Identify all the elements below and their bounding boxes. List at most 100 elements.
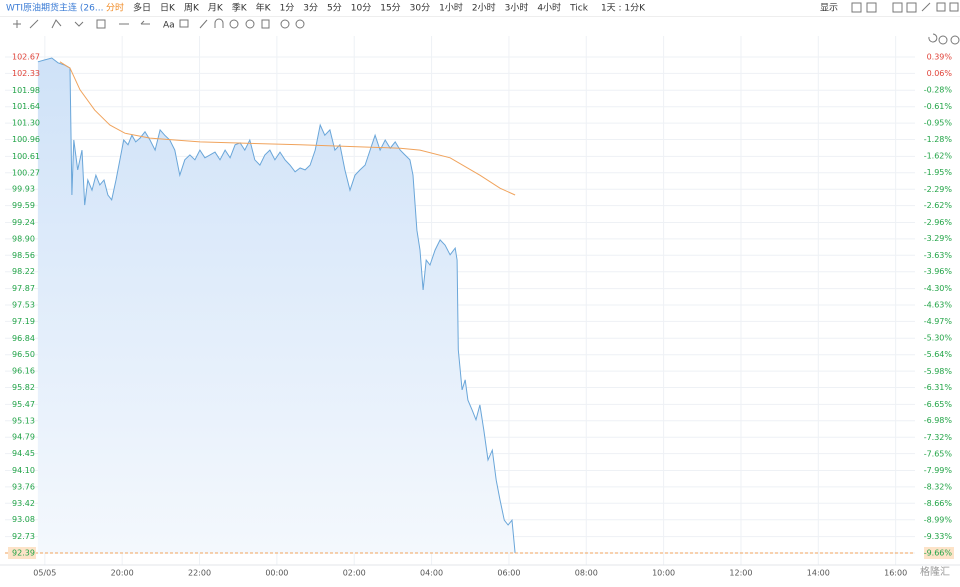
- icon-settings[interactable]: [851, 2, 862, 13]
- x-tick-label: 16:00: [884, 569, 907, 578]
- y2-tick-label: -8.66%: [924, 499, 953, 508]
- symbol[interactable]: WTI原油期货主连 (26...: [6, 2, 103, 14]
- y-tick-label: 95.13: [12, 416, 35, 425]
- y2-tick-label: -7.65%: [924, 449, 953, 458]
- y-tick-label: 98.56: [12, 251, 35, 260]
- icon-config[interactable]: [295, 19, 305, 29]
- period-tab[interactable]: 日K: [160, 3, 176, 14]
- y2-tick-label: -8.32%: [924, 482, 953, 491]
- icon-arrow[interactable]: [140, 20, 150, 25]
- y2-tick-label: -2.62%: [924, 201, 953, 210]
- x-tick-label: 05/05: [33, 569, 56, 578]
- period-tab[interactable]: 月K: [208, 3, 224, 14]
- icon-bars[interactable]: [96, 19, 106, 29]
- period-tab[interactable]: 3小时: [505, 2, 529, 14]
- y2-tick-label: -2.29%: [924, 185, 953, 194]
- display-menu[interactable]: 显示: [820, 3, 838, 14]
- x-tick-label: 22:00: [188, 569, 211, 578]
- icon-compare[interactable]: [280, 19, 290, 29]
- y2-tick-label: 0.06%: [927, 69, 953, 78]
- y-tick-label: 100.27: [12, 168, 40, 177]
- period-tab[interactable]: 季K: [232, 2, 248, 14]
- icon-wave[interactable]: [74, 21, 84, 27]
- icon-zoom-in[interactable]: [950, 35, 960, 45]
- y2-tick-label: -6.31%: [924, 383, 953, 392]
- y2-tick-label: -8.99%: [924, 515, 953, 524]
- y2-tick-label: -9.33%: [924, 532, 953, 541]
- y-tick-label: 101.64: [12, 102, 40, 111]
- period-tab[interactable]: Tick: [569, 4, 589, 14]
- last-price-tag: [8, 547, 36, 559]
- y2-tick-label: -4.97%: [924, 317, 953, 326]
- toolbar: WTI原油期货主连 (26... 显示 Aa: [0, 2, 960, 45]
- icon-note[interactable]: [179, 19, 189, 28]
- period-tab[interactable]: 1小时: [439, 2, 463, 14]
- y-tick-label: 99.24: [12, 218, 35, 227]
- y-tick-label: 96.50: [12, 350, 35, 359]
- area-fill: [37, 58, 516, 553]
- icon-eye[interactable]: [229, 19, 239, 29]
- y2-tick-label: -3.96%: [924, 267, 953, 276]
- icon-box[interactable]: [866, 2, 877, 13]
- x-tick-label: 00:00: [265, 569, 288, 578]
- y-tick-label: 96.16: [12, 367, 35, 376]
- period-tab[interactable]: 30分: [410, 3, 430, 14]
- icon-ray[interactable]: [51, 19, 62, 29]
- icon-brush[interactable]: [199, 19, 208, 29]
- y2-tick-label: -9.66%: [924, 549, 953, 558]
- period-tab[interactable]: 年K: [256, 2, 272, 14]
- y-tick-label: 95.47: [12, 400, 35, 409]
- x-tick-label: 10:00: [652, 569, 675, 578]
- icon-camera[interactable]: [892, 2, 903, 13]
- y-tick-label: 94.45: [12, 449, 35, 458]
- y2-tick-label: -0.61%: [924, 102, 953, 111]
- draw-tools: Aa: [13, 18, 960, 45]
- period-tab[interactable]: 4小时: [537, 2, 561, 14]
- y-tick-label: 93.08: [12, 515, 35, 524]
- y-tick-label: 102.33: [12, 69, 40, 78]
- y2-tick-label: -0.28%: [924, 86, 953, 95]
- y-tick-label: 93.76: [12, 482, 35, 491]
- y2-tick-label: -4.63%: [924, 300, 953, 309]
- icon-expand[interactable]: [936, 2, 946, 12]
- mode-selector[interactable]: 1天 : 1分K: [601, 3, 646, 14]
- period-tab[interactable]: 周K: [184, 3, 200, 14]
- icon-move[interactable]: [13, 20, 21, 28]
- y-tick-label: 97.19: [12, 317, 35, 326]
- icon-fullscreen[interactable]: [949, 2, 959, 12]
- icon-zoom-out[interactable]: [938, 35, 948, 45]
- period-tab[interactable]: 1分: [280, 3, 295, 14]
- icon-reset[interactable]: [928, 33, 938, 43]
- period-tab[interactable]: 多日: [133, 2, 151, 14]
- icon-line[interactable]: [29, 19, 39, 29]
- y2-tick-label: -2.96%: [924, 218, 953, 227]
- period-tab[interactable]: 2小时: [472, 2, 496, 14]
- y-tick-label: 101.30: [12, 119, 40, 128]
- period-tab[interactable]: 15分: [380, 3, 400, 14]
- price-line: [37, 57, 516, 554]
- period-tab[interactable]: 5分: [327, 3, 342, 14]
- y2-tick-label: -7.32%: [924, 433, 953, 442]
- icon-pen[interactable]: [921, 2, 931, 12]
- icon-text[interactable]: Aa: [163, 21, 175, 31]
- y2-tick-label: -3.63%: [924, 251, 953, 260]
- icon-share[interactable]: [906, 2, 917, 13]
- x-tick-label: 14:00: [807, 569, 830, 578]
- y-tick-label: 100.96: [12, 135, 40, 144]
- plot-area: 102.67 102.33 101.98 101.64 101.30 100.96 100.…: [0, 36, 960, 578]
- period-tab[interactable]: 分时: [106, 2, 124, 14]
- y2-tick-label: -5.64%: [924, 350, 953, 359]
- y2-tick-label: -3.29%: [924, 234, 953, 243]
- period-tab[interactable]: 10分: [351, 3, 371, 14]
- y-tick-label: 101.98: [12, 86, 40, 95]
- icon-magnet[interactable]: [214, 18, 224, 28]
- y-tick-label: 92.73: [12, 532, 35, 541]
- icon-lock[interactable]: [245, 19, 255, 29]
- y2-tick-label: -0.95%: [924, 119, 953, 128]
- icon-delete[interactable]: [261, 19, 270, 29]
- y-tick-label: 92.39: [12, 549, 35, 558]
- period-tab[interactable]: 3分: [303, 3, 318, 14]
- y-tick-label: 97.53: [12, 301, 35, 310]
